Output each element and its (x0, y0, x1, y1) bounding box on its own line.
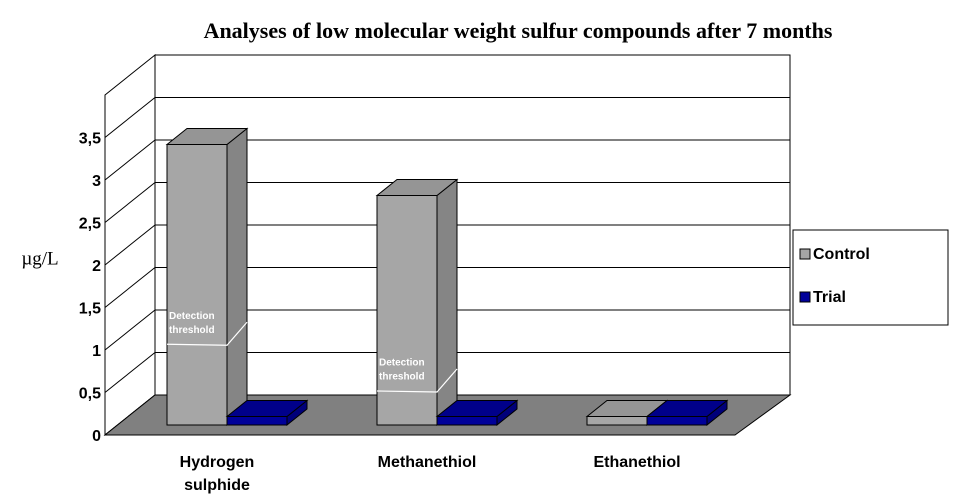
y-tick-label: 3 (92, 173, 101, 190)
chart-title: Analyses of low molecular weight sulfur … (204, 18, 833, 43)
bar-top (435, 400, 519, 417)
grid-line (104, 224, 156, 266)
bar-front (646, 416, 708, 426)
y-tick-label: 0 (92, 428, 101, 445)
legend-label: Trial (813, 289, 846, 306)
y-tick-label: 2 (92, 258, 101, 275)
grid-line (104, 309, 156, 351)
y-tick-label: 2,5 (79, 216, 101, 233)
bar-top (225, 400, 309, 417)
grid-line (104, 182, 156, 223)
y-tick-label: 1 (92, 343, 101, 360)
bar-side (226, 127, 248, 427)
grid-line (104, 139, 156, 181)
annotation-text: Detection (169, 311, 215, 322)
grid-line (104, 97, 156, 138)
legend-label: Control (813, 246, 870, 263)
legend-swatch (799, 291, 811, 303)
y-tick-label: 3,5 (79, 131, 101, 148)
bar-top (165, 128, 249, 145)
x-tick-label: Hydrogen sulphide (179, 454, 255, 494)
bar-top (645, 400, 729, 417)
grid-line (104, 267, 156, 308)
bar-front (376, 195, 438, 426)
annotation-text: threshold (379, 372, 425, 383)
threshold-line (166, 321, 248, 346)
annotation-text: threshold (169, 325, 215, 336)
bar-front (436, 416, 498, 426)
bar-front (226, 416, 288, 426)
grid-line (104, 352, 156, 393)
threshold-line (376, 368, 458, 393)
x-tick-label: Methanethiol (377, 454, 477, 471)
x-tick-label: Ethanethiol (593, 454, 681, 471)
bar-top (375, 179, 459, 196)
legend-box (792, 229, 949, 326)
y-tick-label: 1,5 (79, 301, 101, 318)
legend-swatch (799, 248, 811, 260)
bar-front (586, 416, 648, 426)
annotation-text: Detection (379, 358, 425, 369)
y-tick-label: 0,5 (79, 386, 101, 403)
bar-front (166, 144, 228, 426)
y-axis-label: µg/L (21, 248, 58, 269)
